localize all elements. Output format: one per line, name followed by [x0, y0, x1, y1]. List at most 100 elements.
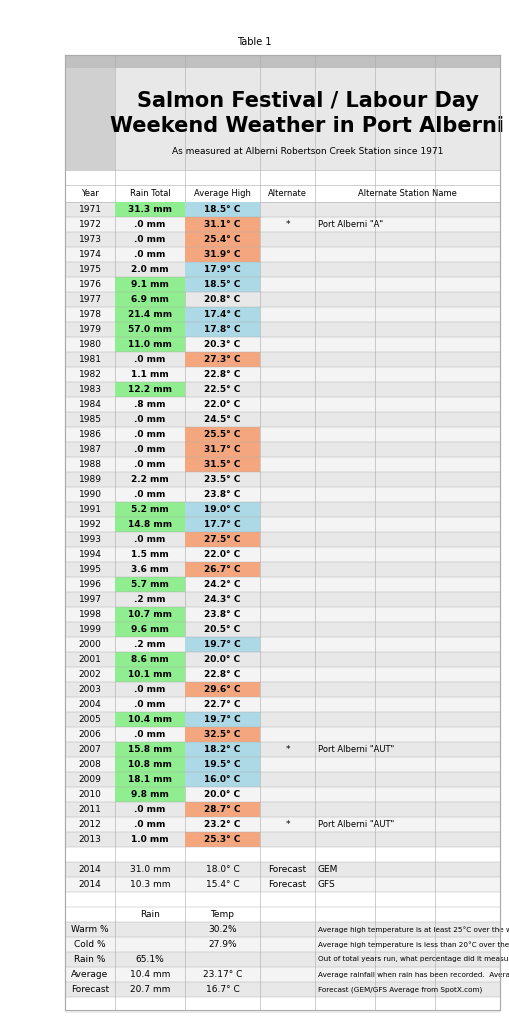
Text: GEM: GEM	[318, 865, 338, 874]
Text: 1982: 1982	[78, 370, 101, 379]
Bar	[65, 742, 500, 757]
Bar	[65, 877, 500, 892]
Bar	[65, 55, 500, 1010]
Bar	[65, 292, 500, 307]
Text: Forecast (GEM/GFS Average from SpotX.com): Forecast (GEM/GFS Average from SpotX.com…	[318, 986, 482, 992]
Bar	[65, 517, 500, 532]
Text: .2 mm: .2 mm	[134, 595, 166, 604]
Text: 1981: 1981	[78, 355, 101, 364]
Text: 1971: 1971	[78, 205, 101, 214]
Bar	[65, 622, 500, 637]
Bar	[65, 278, 500, 292]
Bar	[65, 667, 500, 682]
Text: 14.8 mm: 14.8 mm	[128, 520, 172, 529]
Text: 1993: 1993	[78, 535, 101, 544]
Bar	[185, 757, 260, 772]
Bar	[65, 68, 500, 170]
Bar	[65, 682, 500, 697]
Text: 2007: 2007	[78, 745, 101, 754]
Text: 1980: 1980	[78, 340, 101, 349]
Text: 1983: 1983	[78, 385, 101, 394]
Text: 2005: 2005	[78, 715, 101, 724]
Text: 9.8 mm: 9.8 mm	[131, 790, 169, 799]
Text: Warm %: Warm %	[71, 925, 109, 934]
Text: 22.5° C: 22.5° C	[204, 385, 241, 394]
Text: 1985: 1985	[78, 415, 101, 424]
Text: Weekend Weather in Port Alberni: Weekend Weather in Port Alberni	[110, 116, 504, 136]
Bar	[115, 292, 185, 307]
Bar	[65, 547, 500, 562]
Bar	[65, 802, 500, 817]
Text: 25.4° C: 25.4° C	[204, 234, 241, 244]
Bar	[65, 712, 500, 727]
Text: Table 1: Table 1	[237, 37, 271, 47]
Bar	[65, 397, 500, 412]
Bar	[65, 982, 500, 997]
Text: 2.0 mm: 2.0 mm	[131, 265, 169, 274]
Bar	[185, 262, 260, 278]
Bar	[185, 517, 260, 532]
Text: 2001: 2001	[78, 655, 101, 664]
Bar	[185, 682, 260, 697]
Text: 1972: 1972	[78, 220, 101, 229]
Text: 2011: 2011	[78, 805, 101, 814]
Text: 23.17° C: 23.17° C	[203, 970, 242, 979]
Text: 20.5° C: 20.5° C	[205, 625, 241, 634]
Text: 24.2° C: 24.2° C	[204, 580, 241, 589]
Bar	[185, 727, 260, 742]
Text: *: *	[285, 220, 290, 229]
Text: Average high temperature is less than 20°C over the weekend: Average high temperature is less than 20…	[318, 941, 509, 948]
Text: 2013: 2013	[78, 835, 101, 844]
Bar	[65, 607, 500, 622]
Bar	[65, 367, 500, 382]
Text: .0 mm: .0 mm	[134, 820, 166, 829]
Text: 1986: 1986	[78, 430, 101, 439]
Text: 24.3° C: 24.3° C	[204, 595, 241, 604]
Bar	[65, 637, 500, 652]
Text: 8.6 mm: 8.6 mm	[131, 655, 169, 664]
Text: 31.0 mm: 31.0 mm	[130, 865, 170, 874]
Bar	[185, 278, 260, 292]
Text: 27.5° C: 27.5° C	[204, 535, 241, 544]
Text: .0 mm: .0 mm	[134, 430, 166, 439]
Text: 1978: 1978	[78, 310, 101, 319]
Text: 25.5° C: 25.5° C	[204, 430, 241, 439]
Bar	[115, 502, 185, 517]
Bar	[65, 592, 500, 607]
Bar	[185, 742, 260, 757]
Bar	[65, 907, 500, 922]
Text: .0 mm: .0 mm	[134, 445, 166, 454]
Text: 1984: 1984	[78, 400, 101, 409]
Bar	[115, 622, 185, 637]
Bar	[65, 442, 500, 457]
Bar	[65, 352, 500, 367]
Text: 18.5° C: 18.5° C	[204, 205, 241, 214]
Text: 29.6° C: 29.6° C	[204, 685, 241, 694]
Text: 11.0 mm: 11.0 mm	[128, 340, 172, 349]
Text: 31.1° C: 31.1° C	[204, 220, 241, 229]
Bar	[185, 352, 260, 367]
Bar	[65, 457, 500, 472]
Text: Salmon Festival / Labour Day: Salmon Festival / Labour Day	[136, 91, 478, 111]
Text: .0 mm: .0 mm	[134, 685, 166, 694]
Bar	[65, 68, 115, 1010]
Text: 1989: 1989	[78, 475, 101, 484]
Text: 22.0° C: 22.0° C	[205, 400, 241, 409]
Bar	[185, 831, 260, 847]
Bar	[185, 217, 260, 232]
Bar	[65, 892, 500, 907]
Text: .0 mm: .0 mm	[134, 234, 166, 244]
Bar	[65, 185, 500, 202]
Text: 6.9 mm: 6.9 mm	[131, 295, 169, 304]
Bar	[185, 202, 260, 217]
Text: .2 mm: .2 mm	[134, 640, 166, 649]
Bar	[185, 532, 260, 547]
Text: 1987: 1987	[78, 445, 101, 454]
Text: Rain Total: Rain Total	[130, 189, 171, 198]
Text: Forecast: Forecast	[71, 985, 109, 994]
Text: 1979: 1979	[78, 325, 101, 334]
Text: 24.5° C: 24.5° C	[204, 415, 241, 424]
Bar	[65, 997, 500, 1012]
Bar	[65, 847, 500, 862]
Text: 2008: 2008	[78, 760, 101, 769]
